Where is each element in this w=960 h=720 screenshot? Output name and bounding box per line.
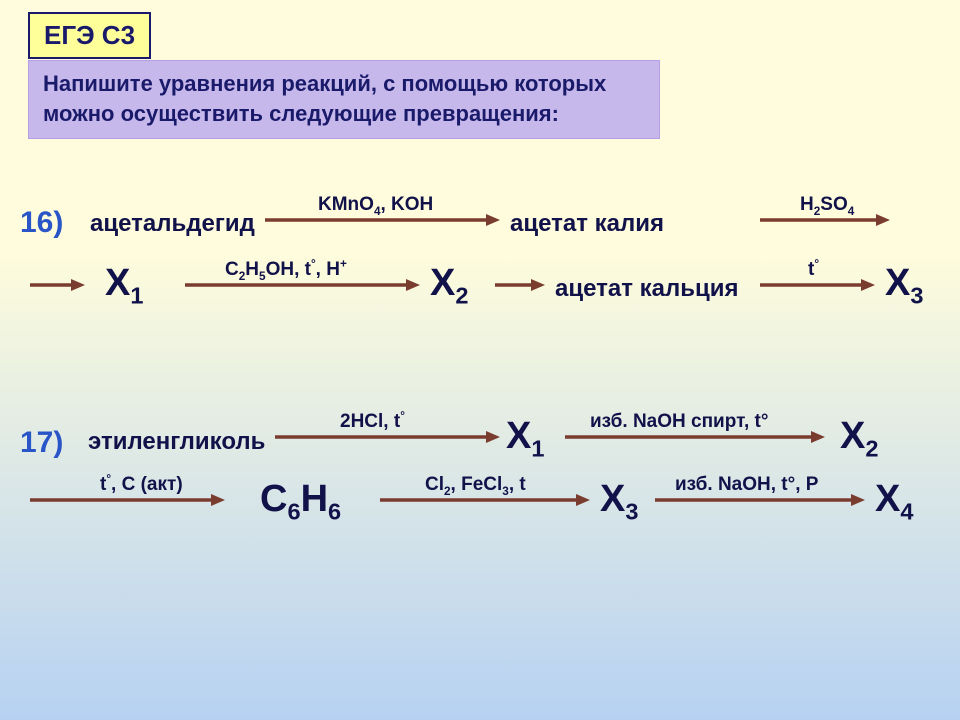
slide-content: ЕГЭ С3 Напишите уравнения реакций, с пом…	[0, 0, 960, 720]
arrows-layer	[0, 0, 960, 720]
